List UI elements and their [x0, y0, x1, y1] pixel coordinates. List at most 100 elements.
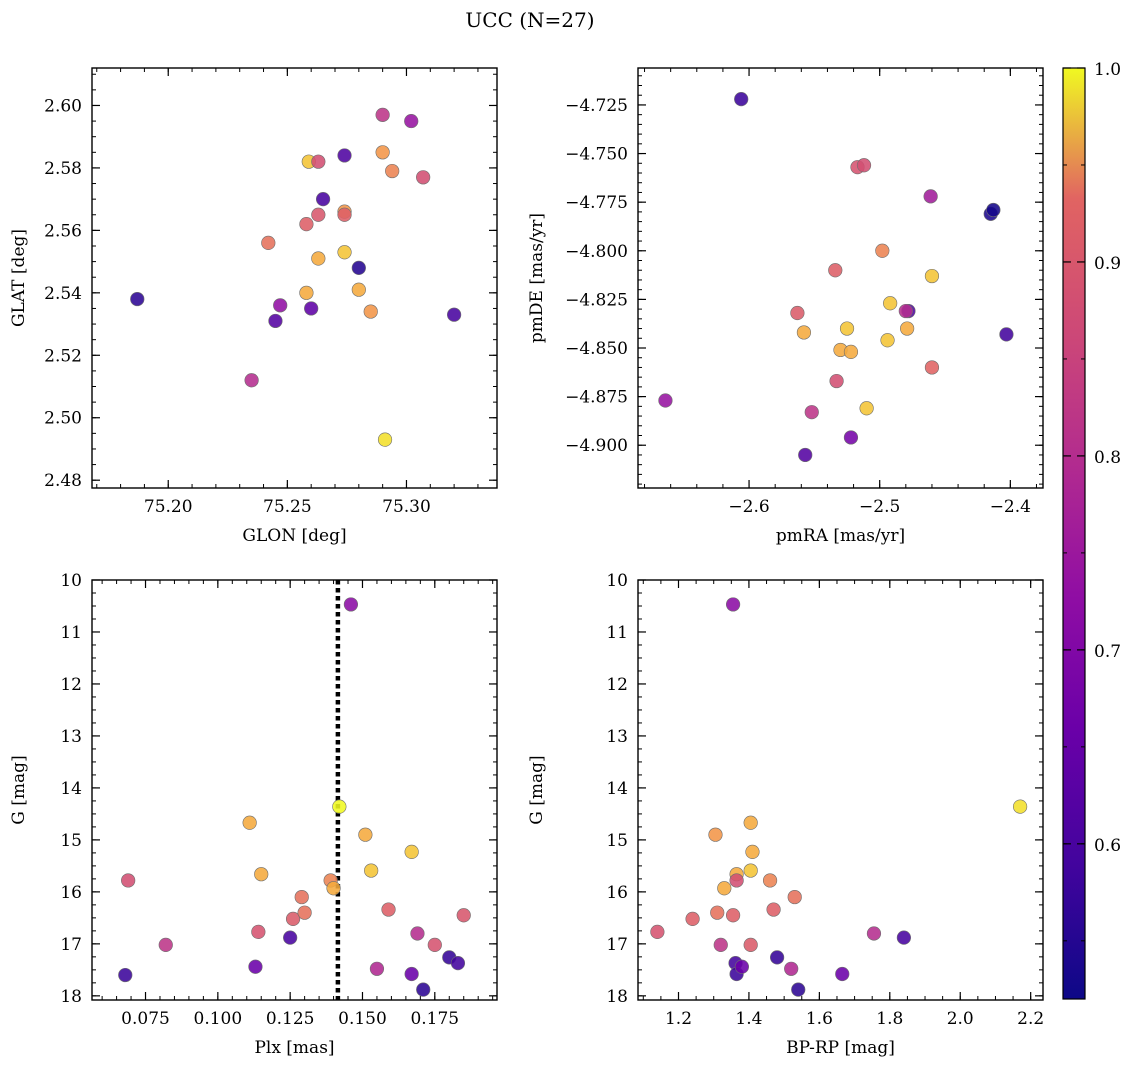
scatter-point	[770, 950, 785, 965]
scatter-point	[450, 955, 466, 971]
scatter-point	[351, 282, 366, 297]
scatter-point	[717, 881, 732, 896]
panel-parallax-magnitude: 0.075 0.100 0.125 0.150 0.175 10 11 12 13 14 15 16 1…	[9, 571, 498, 1058]
scatter-point	[790, 305, 805, 321]
scatter-point	[745, 844, 760, 859]
scatter-point	[337, 207, 352, 222]
y-tick-label: 2.52	[44, 346, 82, 366]
scatter-point	[734, 959, 749, 974]
scatter-point	[416, 170, 431, 185]
scatter-point	[326, 881, 341, 896]
scatter-point	[900, 321, 915, 336]
x-tick-label: 0.150	[338, 1009, 387, 1029]
scatter-point	[784, 961, 799, 976]
y-tick-label: 13	[606, 727, 628, 747]
scatter-point	[385, 163, 400, 179]
y-tick-label: 11	[60, 623, 82, 643]
y-axis-label: G [mag]	[527, 755, 547, 824]
y-tick-label: −4.900	[565, 436, 628, 456]
scatter-point	[427, 937, 442, 953]
x-tick-label: −2.5	[859, 497, 900, 517]
scatter-point	[304, 301, 319, 316]
colorbar-tick-label: 0.7	[1094, 642, 1121, 662]
scatter-point	[743, 937, 758, 953]
minor-ticks	[638, 579, 1043, 1000]
scatter-point	[311, 207, 326, 222]
x-tick-label: 1.4	[735, 1009, 762, 1029]
y-tick-label: 17	[60, 935, 82, 955]
axes-frame	[91, 579, 498, 1001]
y-tick-label: 2.48	[44, 471, 82, 491]
scatter-point	[130, 291, 145, 307]
scatter-point	[283, 930, 298, 945]
scatter-point	[859, 401, 874, 416]
y-tick-label: 18	[606, 987, 628, 1007]
scatter-point	[369, 961, 385, 976]
x-axis-label: pmRA [mas/yr]	[776, 526, 905, 546]
axes-frame	[91, 67, 498, 489]
y-axis-label: pmDE [mas/yr]	[527, 213, 547, 343]
x-tick-label: 2.0	[947, 1009, 974, 1029]
scatter-point	[883, 296, 898, 311]
scatter-point	[351, 260, 366, 275]
scatter-point	[311, 251, 326, 266]
x-axis-label: BP-RP [mag]	[786, 1038, 895, 1058]
scatter-point	[685, 911, 700, 927]
colorbar-tick-label: 0.8	[1094, 448, 1121, 468]
x-tick-label: 75.25	[263, 497, 312, 517]
colorbar-gradient	[1062, 67, 1086, 1000]
scatter-point	[880, 333, 895, 348]
y-tick-label: 10	[60, 571, 82, 591]
y-tick-label: 14	[60, 779, 82, 799]
y-tick-label: 15	[606, 831, 628, 851]
y-tick-label: −4.825	[565, 290, 628, 310]
scatter-point	[710, 905, 725, 920]
y-axis-label: G [mag]	[9, 755, 29, 824]
scatter-point	[268, 313, 283, 329]
scatter-point	[924, 268, 940, 284]
scatter-point	[375, 107, 390, 122]
y-tick-label: 16	[60, 883, 82, 903]
y-tick-label: −4.750	[565, 145, 628, 165]
scatter-point	[404, 113, 419, 129]
scatter-point	[999, 327, 1014, 342]
scatter-point	[248, 959, 263, 974]
scatter-point	[381, 902, 396, 917]
scatter-point	[404, 966, 419, 982]
scatter-point	[358, 827, 373, 842]
scatter-point	[456, 908, 471, 923]
scatter-point	[898, 303, 913, 319]
y-tick-label: 11	[606, 623, 628, 643]
scatter-point	[729, 873, 744, 888]
scatter-point	[804, 405, 819, 420]
axes-frame	[637, 579, 1044, 1001]
scatter-point	[315, 192, 331, 207]
scatter-point	[986, 202, 1001, 218]
y-tick-label: 12	[606, 675, 628, 695]
axes-frame	[637, 67, 1044, 489]
scatter-point	[285, 911, 301, 927]
scatter-point	[725, 908, 741, 923]
y-tick-label: −4.875	[565, 388, 628, 408]
panel-lon-lat: 75.20 75.25 75.30 2.48 2.50 2.52 2.54 2.56 2.58 2…	[9, 67, 498, 546]
scatter-point	[708, 827, 723, 842]
colorbar: 0.6 0.7 0.8 0.9 1.0	[1062, 60, 1121, 1000]
y-tick-label: 16	[606, 883, 628, 903]
x-tick-label: −2.6	[728, 497, 769, 517]
y-tick-label: 14	[606, 779, 628, 799]
scatter-point	[866, 926, 882, 941]
x-axis-label: Plx [mas]	[254, 1038, 334, 1058]
y-tick-label: 2.54	[44, 284, 82, 304]
x-tick-label: 75.30	[382, 497, 431, 517]
colorbar-tick-label: 0.6	[1094, 836, 1121, 856]
scatter-point	[828, 263, 843, 278]
scatter-points	[130, 107, 462, 447]
y-tick-label: −4.775	[565, 193, 628, 213]
scatter-point	[743, 863, 758, 878]
y-tick-label: 17	[606, 935, 628, 955]
scatter-points	[658, 92, 1014, 463]
scatter-point	[121, 873, 136, 888]
x-tick-label: −2.4	[990, 497, 1031, 517]
y-tick-label: 10	[606, 571, 628, 591]
